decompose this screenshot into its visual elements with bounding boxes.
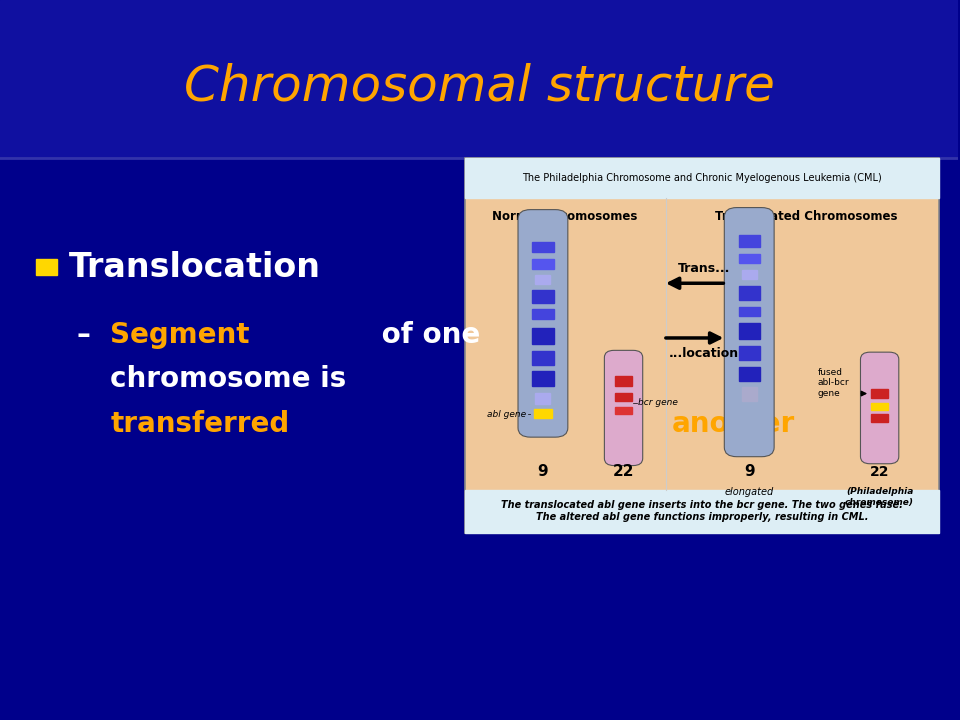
Bar (872, 389, 888, 398)
FancyBboxPatch shape (518, 210, 567, 437)
Bar (872, 414, 888, 422)
Text: The translocated abl gene inserts into the bcr gene. The two genes fuse.
The alt: The translocated abl gene inserts into t… (501, 500, 902, 522)
Bar (36, 259, 58, 275)
Text: elongated: elongated (725, 487, 774, 498)
Bar (0, 0, 958, 158)
Bar (742, 270, 756, 279)
Bar (465, 158, 939, 533)
FancyBboxPatch shape (860, 352, 899, 464)
Bar (738, 254, 759, 263)
Text: Chromosomal structure: Chromosomal structure (183, 63, 775, 110)
Text: bcr gene: bcr gene (637, 398, 678, 408)
Text: 22: 22 (870, 465, 889, 479)
Bar (533, 290, 554, 302)
Text: Trans...: Trans... (678, 262, 731, 275)
Bar (615, 393, 632, 401)
Bar (534, 409, 552, 418)
Bar (465, 158, 939, 198)
Bar (533, 328, 554, 344)
Text: ...location: ...location (669, 347, 739, 360)
Bar (533, 309, 554, 319)
Bar (738, 286, 759, 300)
Text: Segment: Segment (110, 321, 250, 348)
Bar (533, 242, 554, 253)
Bar (536, 393, 550, 404)
Bar (872, 403, 888, 410)
Text: another: another (672, 410, 795, 438)
Bar (533, 351, 554, 365)
Text: Translocation: Translocation (69, 251, 321, 284)
Bar (738, 366, 759, 381)
Bar (533, 372, 554, 386)
Text: (Philadelphia
chromosome): (Philadelphia chromosome) (845, 487, 914, 507)
Text: The Philadelphia Chromosome and Chronic Myelogenous Leukemia (CML): The Philadelphia Chromosome and Chronic … (522, 174, 881, 183)
Bar (738, 307, 759, 316)
Text: fused
abl-bcr
gene: fused abl-bcr gene (817, 368, 849, 397)
Bar (533, 258, 554, 269)
Text: Normal Chromosomes: Normal Chromosomes (492, 210, 636, 222)
FancyBboxPatch shape (605, 351, 642, 466)
Bar (738, 346, 759, 360)
Text: Translocated Chromosomes: Translocated Chromosomes (715, 210, 898, 222)
Text: transferred: transferred (110, 410, 289, 438)
Text: 9: 9 (744, 464, 755, 479)
Bar (465, 490, 939, 533)
Text: abl gene: abl gene (487, 410, 526, 419)
Text: –: – (77, 321, 90, 348)
Bar (738, 235, 759, 247)
FancyBboxPatch shape (724, 207, 774, 456)
Bar (536, 275, 550, 284)
Text: to: to (522, 410, 573, 438)
Text: 22: 22 (612, 464, 635, 479)
Bar (742, 387, 756, 401)
Bar (615, 407, 632, 414)
Bar (615, 376, 632, 386)
Text: of one: of one (372, 321, 480, 348)
Bar (738, 323, 759, 339)
Text: 9: 9 (538, 464, 548, 479)
Text: chromosome is: chromosome is (110, 366, 347, 393)
